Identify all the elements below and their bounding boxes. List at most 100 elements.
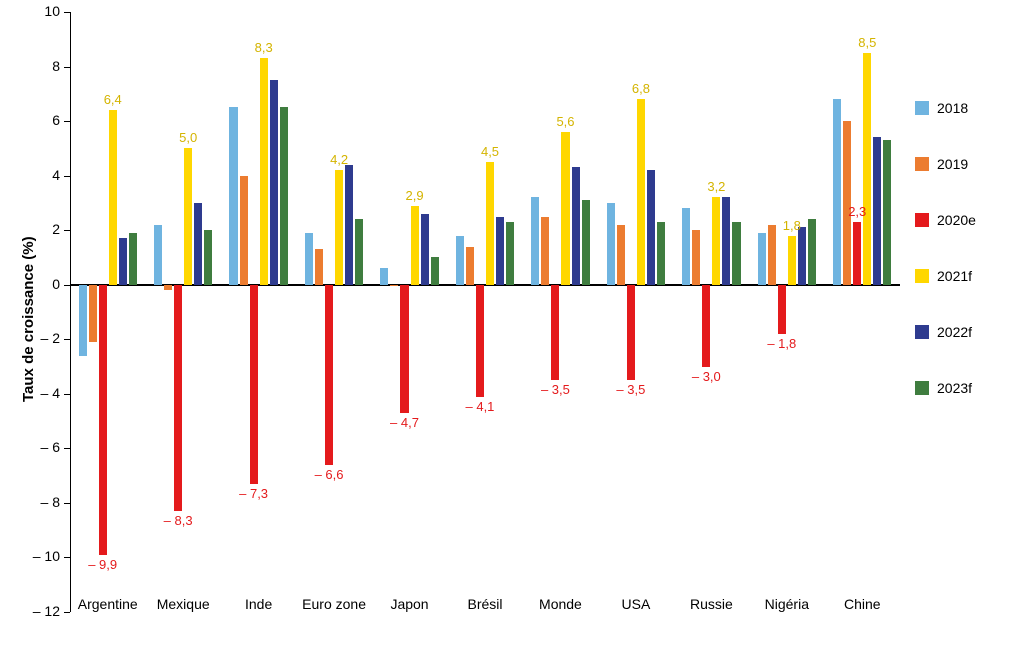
legend-label: 2023f [937, 380, 972, 396]
y-tick [64, 230, 70, 231]
category-label: Chine [825, 596, 900, 612]
bar [250, 285, 258, 484]
bar [119, 238, 127, 284]
y-tick-label: 2 [10, 221, 60, 237]
bar [853, 222, 861, 285]
value-label: – 3,5 [533, 382, 577, 397]
bar [833, 99, 841, 284]
bar [109, 110, 117, 285]
value-label: 8,5 [845, 35, 889, 50]
bar [798, 227, 806, 284]
value-label: – 3,0 [684, 369, 728, 384]
bar [240, 176, 248, 285]
category-label: Argentine [70, 596, 145, 612]
bar [204, 230, 212, 285]
category-label: USA [598, 596, 673, 612]
y-tick [64, 503, 70, 504]
bar [692, 230, 700, 285]
bar [788, 236, 796, 285]
value-label: 5,0 [166, 130, 210, 145]
value-label: – 4,7 [383, 415, 427, 430]
bar [682, 208, 690, 284]
legend-swatch [915, 325, 929, 339]
bar [270, 80, 278, 285]
y-tick-label: 8 [10, 58, 60, 74]
bar [315, 249, 323, 284]
y-axis-line [70, 12, 71, 612]
value-label: 2,9 [393, 188, 437, 203]
bar [79, 285, 87, 356]
value-label: – 7,3 [232, 486, 276, 501]
bar [390, 285, 398, 286]
value-label: – 8,3 [156, 513, 200, 528]
bar [184, 148, 192, 284]
growth-rate-chart: Taux de croissance (%) 2018 2019 2020e 2021… [0, 0, 1024, 649]
legend-label: 2018 [937, 100, 968, 116]
y-tick [64, 67, 70, 68]
bar [732, 222, 740, 285]
bar [702, 285, 710, 367]
bar [476, 285, 484, 397]
bar [380, 268, 388, 284]
y-tick-label: – 2 [10, 330, 60, 346]
y-tick-label: 10 [10, 3, 60, 19]
y-tick [64, 557, 70, 558]
category-label: Brésil [447, 596, 522, 612]
bar [722, 197, 730, 284]
bar [657, 222, 665, 285]
bar [768, 225, 776, 285]
y-tick [64, 339, 70, 340]
value-label: – 4,1 [458, 399, 502, 414]
category-label: Russie [674, 596, 749, 612]
bar [647, 170, 655, 285]
bar [164, 285, 172, 290]
bar [194, 203, 202, 285]
bar [129, 233, 137, 285]
bar [89, 285, 97, 342]
category-label: Japon [372, 596, 447, 612]
bar [431, 257, 439, 284]
bar [863, 53, 871, 285]
bar [506, 222, 514, 285]
legend-swatch [915, 269, 929, 283]
value-label: – 9,9 [81, 557, 125, 572]
legend-label: 2021f [937, 268, 972, 284]
legend-label: 2022f [937, 324, 972, 340]
y-tick-label: – 12 [10, 603, 60, 619]
bar [712, 197, 720, 284]
bar [778, 285, 786, 334]
legend-item: 2022f [915, 324, 972, 340]
value-label: 5,6 [543, 114, 587, 129]
bar [843, 121, 851, 285]
legend-item: 2020e [915, 212, 976, 228]
category-label: Inde [221, 596, 296, 612]
bar [582, 200, 590, 285]
bar [758, 233, 766, 285]
bar [335, 170, 343, 285]
legend-swatch [915, 101, 929, 115]
legend-label: 2019 [937, 156, 968, 172]
category-label: Monde [523, 596, 598, 612]
legend-item: 2021f [915, 268, 972, 284]
bar [561, 132, 569, 285]
bar [421, 214, 429, 285]
legend-item: 2018 [915, 100, 968, 116]
y-tick-label: – 6 [10, 439, 60, 455]
category-label: Mexique [145, 596, 220, 612]
value-label: 4,2 [317, 152, 361, 167]
value-label: 3,2 [694, 179, 738, 194]
bar [466, 247, 474, 285]
y-axis-title: Taux de croissance (%) [20, 236, 37, 402]
value-label: – 1,8 [760, 336, 804, 351]
value-label: 6,4 [91, 92, 135, 107]
value-label: 1,8 [770, 218, 814, 233]
legend-swatch [915, 381, 929, 395]
bar [174, 285, 182, 511]
category-label: Euro zone [296, 596, 371, 612]
bar [411, 206, 419, 285]
bar [154, 225, 162, 285]
bar [355, 219, 363, 284]
bar [883, 140, 891, 285]
bar [229, 107, 237, 284]
y-tick [64, 394, 70, 395]
